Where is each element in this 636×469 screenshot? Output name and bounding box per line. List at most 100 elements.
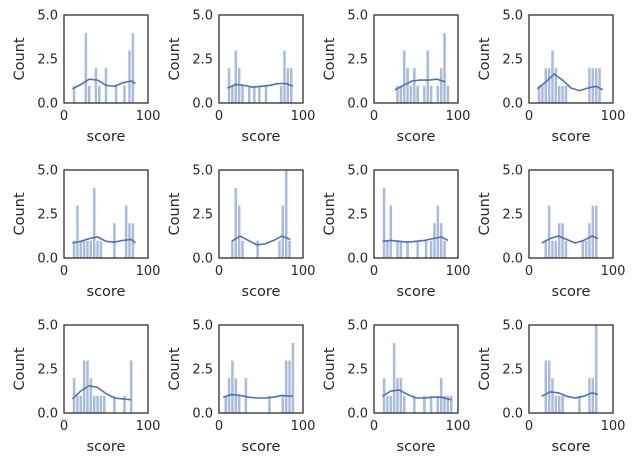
y-tick-label: 5.0 [37,9,58,24]
y-tick-label: 2.5 [192,363,213,378]
x-axis-label: score [397,129,436,145]
histogram-bar [435,394,440,414]
histogram-bar [97,85,102,104]
histogram-bar [237,204,242,259]
y-tick-label: 0.0 [347,97,368,112]
histogram-bar [415,239,420,259]
histogram-bar [557,394,562,414]
histogram-bar [75,204,80,259]
histogram-bar [540,85,545,104]
histogram-bar [590,204,595,259]
y-tick-label: 5.0 [192,9,213,24]
histogram-bar [85,239,90,259]
histogram-bar [550,239,555,259]
histogram-bar [92,187,97,259]
histogram-bar [594,204,599,259]
x-tick-label: 100 [446,109,471,124]
y-tick-label: 0.0 [347,252,368,267]
histogram-bar [98,394,104,414]
histogram-bar [127,49,132,104]
subplot-6: 0.0 2.5 5.0 0 100 score Count [167,164,315,301]
y-tick-label: 5.0 [502,9,523,24]
axes-frame [528,169,614,259]
histogram-bar [547,204,552,259]
histogram-bar [290,342,295,414]
kde-curve [71,384,132,401]
x-tick-label: 100 [291,109,316,124]
x-tick-label: 100 [291,419,316,434]
kde-curve [541,391,599,399]
histogram-bar [415,85,420,104]
histogram-bar [398,377,403,414]
histogram-bar [439,222,444,259]
histogram-bar [412,67,417,104]
histogram-bar [280,394,285,414]
y-axis-label: Count [167,347,183,390]
y-tick-label: 2.5 [37,53,58,68]
x-tick-label: 0 [215,109,223,124]
histogram-bar [93,67,98,104]
y-tick-label: 5.0 [37,164,58,179]
x-tick-label: 0 [370,109,378,124]
axes-frame [63,324,149,414]
histogram-bar [263,85,269,104]
y-tick-label: 2.5 [502,53,523,68]
x-tick-label: 0 [525,264,533,279]
histogram-bar [435,204,440,259]
histogram-bar [597,67,602,104]
histogram-bar [560,85,565,104]
y-axis-label: Count [477,37,493,80]
histogram-bar [82,239,87,259]
histogram-bar [385,239,390,259]
histogram-bar [284,169,289,259]
x-axis-label: score [397,439,436,455]
histogram-bar [560,222,565,259]
histogram-bar [435,85,440,104]
kde-curve [541,235,599,244]
y-tick-label: 2.5 [347,208,368,223]
x-tick-label: 0 [525,419,533,434]
histogram-bar [550,377,555,414]
histogram-bar [439,67,444,104]
x-axis-label: score [397,284,436,300]
histogram-bar [233,187,238,259]
y-tick-label: 0.0 [192,407,213,422]
histogram-bar [449,394,454,414]
histogram-bar [284,359,289,414]
y-tick-label: 0.0 [37,97,58,112]
y-axis-label: Count [167,37,183,80]
histogram-bar [408,85,414,104]
histogram-bar [553,67,558,104]
y-tick-label: 2.5 [502,208,523,223]
histogram-bar [381,187,387,259]
histogram-bar [247,85,252,104]
x-tick-label: 100 [136,419,161,434]
subplot-9: 0.0 2.5 5.0 0 100 score Count [12,319,160,456]
subplot-8: 0.0 2.5 5.0 0 100 score Count [477,164,625,301]
histogram-bar [88,377,93,414]
subplot-10: 0.0 2.5 5.0 0 100 score Count [167,319,315,456]
histogram-bar [112,222,117,259]
y-axis-label: Count [322,192,338,235]
histogram-bar [547,359,552,414]
x-axis-label: score [87,284,126,300]
histogram-bar [287,239,292,259]
x-tick-label: 100 [136,264,161,279]
subplot-11: 0.0 2.5 5.0 0 100 score Count [322,319,470,456]
x-axis-label: score [242,439,281,455]
histogram-bar [587,67,592,104]
x-axis-label: score [552,284,591,300]
histogram-bar [587,222,592,259]
histogram-bar [78,394,83,414]
kde-curve [394,78,446,91]
histogram-bar [402,49,407,104]
kde-curve [72,236,136,244]
x-tick-label: 0 [60,109,68,124]
histogram-bar [423,239,429,259]
histogram-bar [392,342,397,414]
x-axis-label: score [552,129,591,145]
histogram-bar [398,239,403,259]
subplot-12: 0.0 2.5 5.0 0 100 score Count [477,319,625,456]
histogram-bar [425,49,430,104]
x-tick-label: 0 [370,264,378,279]
